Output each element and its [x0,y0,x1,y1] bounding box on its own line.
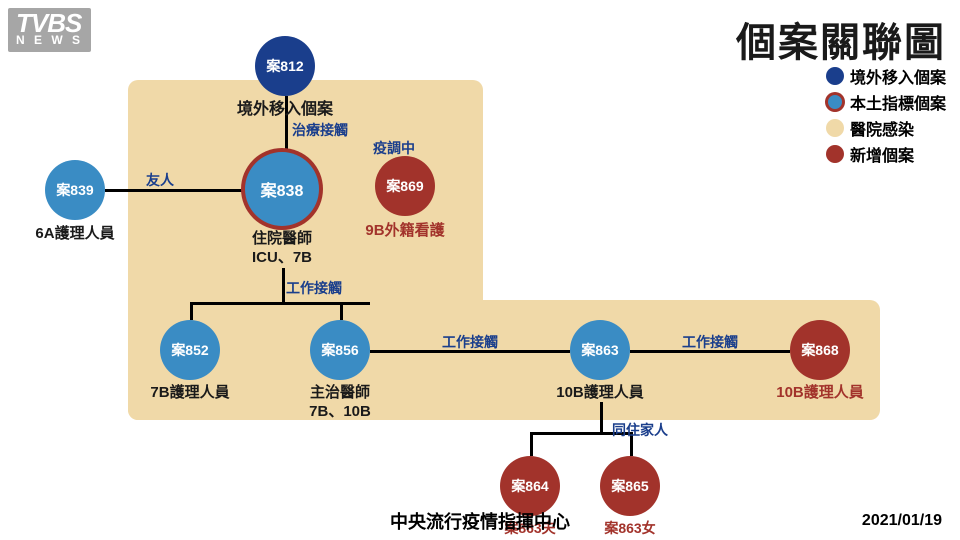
legend-label: 本土指標個案 [850,90,946,114]
diagram-stage: 案812 案838 案839 案852 案856 案863 案864 案865 案868 案869… [0,0,960,540]
legend-swatch [826,119,844,137]
logo-text-top: TVBS [16,12,83,34]
legend-label: 境外移入個案 [850,64,946,88]
legend-item: 本土指標個案 [826,90,946,114]
edge-label: 友人 [146,170,174,190]
case-node-856: 案856 [310,320,370,380]
legend-swatch [826,145,844,163]
edge-label: 疫調中 [373,138,415,158]
legend-swatch [826,67,844,85]
case-label: 6A護理人員 [35,225,114,244]
case-label: 案863女 [604,520,655,538]
edge-line [190,302,370,305]
tvbs-logo: TVBS N E W S [8,8,91,52]
legend-swatch [828,95,842,109]
footer-source: 中央流行疫情指揮中心 [390,508,570,534]
case-node-812: 案812 [255,36,315,96]
case-label: 10B護理人員 [776,384,864,403]
case-node-852: 案852 [160,320,220,380]
edge-line [530,432,533,456]
case-label: 10B護理人員 [556,384,644,403]
edge-line [282,268,285,302]
edge-line [600,402,603,432]
case-node-865: 案865 [600,456,660,516]
page-title: 個案關聯圖 [736,10,946,68]
footer-date: 2021/01/19 [862,512,942,530]
legend-item: 境外移入個案 [826,64,946,88]
legend-item: 醫院感染 [826,116,946,140]
legend-item: 新增個案 [826,142,946,166]
case-node-838: 案838 [245,152,319,226]
case-node-868: 案868 [790,320,850,380]
case-label: 主治醫師 7B、10B [309,384,371,422]
edge-label: 同住家人 [612,420,668,440]
legend-label: 新增個案 [850,142,914,166]
edge-label: 治療接觸 [292,120,348,140]
case-label: 境外移入個案 [237,100,333,120]
case-node-864: 案864 [500,456,560,516]
edge-label: 工作接觸 [442,332,498,352]
edge-label: 工作接觸 [682,332,738,352]
case-label: 7B護理人員 [150,384,229,403]
case-label: 住院醫師 ICU、7B [252,230,312,268]
edge-line [190,302,193,320]
legend: 境外移入個案本土指標個案醫院感染新增個案 [826,64,946,168]
case-node-839: 案839 [45,160,105,220]
logo-text-bottom: N E W S [16,34,83,46]
edge-label: 工作接觸 [286,278,342,298]
case-label: 9B外籍看護 [365,222,444,241]
edge-line [340,302,343,320]
case-node-863: 案863 [570,320,630,380]
hospital-bg-region [128,300,880,420]
case-node-869: 案869 [375,156,435,216]
legend-label: 醫院感染 [850,116,914,140]
edge-line [105,189,245,192]
